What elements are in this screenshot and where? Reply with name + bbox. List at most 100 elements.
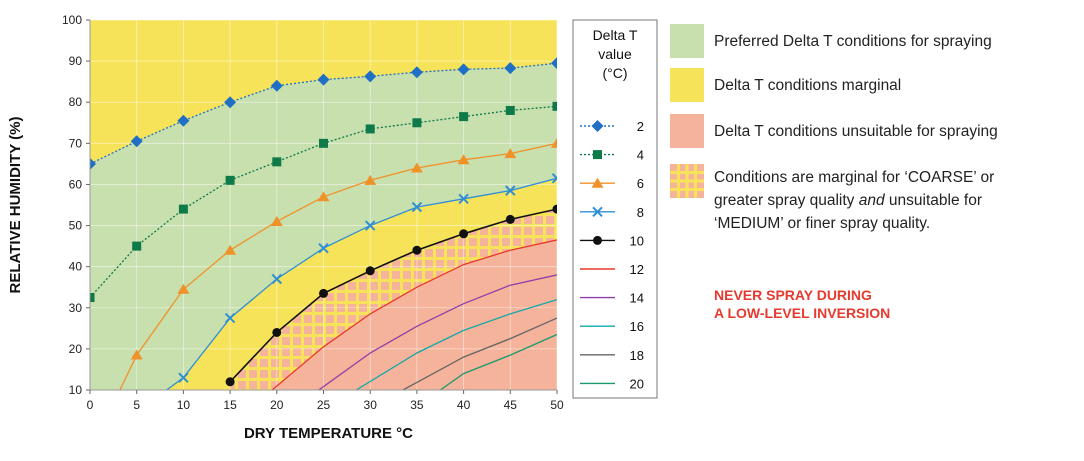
- data-point: [592, 206, 603, 218]
- legend-value-4: 4: [637, 148, 644, 163]
- series-10: [225, 204, 557, 387]
- key-label-unsuitable: Delta T conditions unsuitable for sprayi…: [714, 123, 998, 140]
- inversion-warning: NEVER SPRAY DURING A LOW-LEVEL INVERSION: [714, 286, 890, 322]
- x-tick-label: 10: [177, 398, 191, 412]
- series-line-8: [166, 177, 557, 390]
- series-14: [318, 274, 557, 390]
- data-point: [459, 112, 469, 122]
- x-tick-label: 50: [550, 398, 564, 412]
- data-point: [271, 273, 283, 285]
- x-tick-label: 30: [364, 398, 378, 412]
- data-point: [412, 245, 422, 255]
- x-axis-title: DRY TEMPERATURE °C: [244, 425, 413, 442]
- data-point: [504, 62, 517, 75]
- y-tick-label: 90: [69, 54, 83, 68]
- series-line-16: [355, 298, 557, 390]
- y-axis-title: RELATIVE HUMIDITY (%): [7, 117, 24, 294]
- preferred-swatch: [670, 24, 704, 58]
- key-label-marginal: Delta T conditions marginal: [714, 77, 902, 94]
- key-item-unsuitable: Delta T conditions unsuitable for sprayi…: [670, 114, 1050, 150]
- y-tick-label: 100: [62, 13, 82, 27]
- data-point: [225, 175, 235, 185]
- series-4: [90, 101, 557, 302]
- series-line-14: [318, 274, 557, 390]
- data-point: [132, 241, 142, 251]
- data-point: [319, 138, 328, 148]
- data-point: [365, 124, 375, 134]
- key-item-marginal: Delta T conditions marginal: [670, 68, 1050, 104]
- data-point: [457, 154, 470, 165]
- series-line-12: [271, 239, 557, 390]
- data-point: [364, 70, 377, 83]
- data-point: [177, 114, 190, 127]
- data-point: [364, 174, 377, 185]
- legend-title-line: (°C): [602, 65, 627, 81]
- data-point: [591, 177, 604, 188]
- hatched-line-1: Conditions are marginal for ‘COARSE’ or: [714, 169, 995, 186]
- data-point: [593, 150, 602, 160]
- series-line-20: [439, 333, 557, 390]
- key-item-preferred: Preferred Delta T conditions for sprayin…: [670, 24, 1050, 60]
- data-point: [272, 157, 282, 167]
- data-point: [591, 120, 604, 132]
- x-tick-label: 40: [457, 398, 471, 412]
- data-point: [272, 327, 282, 337]
- data-point: [505, 185, 516, 196]
- data-point: [412, 118, 422, 128]
- x-tick-label: 5: [133, 398, 140, 412]
- delta-t-chart: 0 5 10 15 20 25 30 35 40 45 50 10 20 30 40 50 60 70 80 90 10…: [7, 13, 658, 442]
- x-tick-label: 35: [410, 398, 424, 412]
- legend-value-8: 8: [637, 205, 644, 220]
- y-tick-label: 80: [69, 95, 83, 109]
- data-point: [459, 229, 469, 239]
- y-tick-label: 60: [69, 177, 83, 191]
- hatched-line-2-start: greater spray quality: [714, 192, 859, 209]
- legend-value-10: 10: [630, 233, 644, 248]
- data-point: [410, 162, 423, 173]
- data-point: [319, 288, 328, 298]
- series-16: [355, 298, 557, 390]
- legend-value-16: 16: [630, 319, 644, 334]
- series-2: [90, 57, 557, 170]
- x-tick-label: 0: [87, 398, 94, 412]
- data-point: [505, 214, 515, 224]
- warning-line-2: A LOW-LEVEL INVERSION: [714, 305, 891, 321]
- data-point: [130, 349, 143, 360]
- data-point: [224, 312, 236, 324]
- key-item-hatched: Conditions are marginal for ‘COARSE’ or …: [670, 162, 1050, 242]
- data-point: [551, 57, 557, 70]
- data-point: [458, 193, 469, 205]
- data-point: [457, 63, 470, 76]
- legend-value-14: 14: [630, 291, 644, 306]
- data-point: [224, 244, 237, 255]
- data-point: [178, 204, 188, 214]
- series-line-18: [402, 317, 557, 390]
- data-point: [90, 157, 96, 170]
- marginal-swatch: [670, 68, 704, 102]
- hatched-line-2: greater spray quality and unsuitable for: [714, 189, 1054, 212]
- data-point: [552, 101, 557, 111]
- unsuitable-swatch: [670, 114, 704, 148]
- y-tick-label: 30: [69, 301, 83, 315]
- warning-line-1: NEVER SPRAY DURING: [714, 287, 872, 303]
- data-point: [410, 66, 423, 79]
- series-6: [119, 137, 557, 390]
- data-point: [552, 204, 557, 214]
- x-tick-label: 20: [270, 398, 284, 412]
- legend-value-20: 20: [630, 376, 644, 391]
- plot-area: [90, 20, 557, 390]
- series-line-10: [229, 208, 557, 383]
- data-point: [364, 220, 376, 231]
- x-tick-label: 15: [223, 398, 237, 412]
- series-12: [271, 239, 557, 390]
- data-point: [551, 137, 557, 148]
- data-point: [365, 266, 375, 276]
- series-20: [439, 333, 557, 390]
- data-point: [551, 173, 557, 184]
- unsuitable-zone: [272, 239, 557, 390]
- series-18: [402, 317, 557, 390]
- series-legend: Delta T value (°C) 2 4 6 8 10 12 14 16 18 20: [572, 19, 658, 399]
- data-point: [225, 377, 235, 387]
- data-point: [130, 135, 143, 148]
- legend-value-2: 2: [637, 119, 644, 134]
